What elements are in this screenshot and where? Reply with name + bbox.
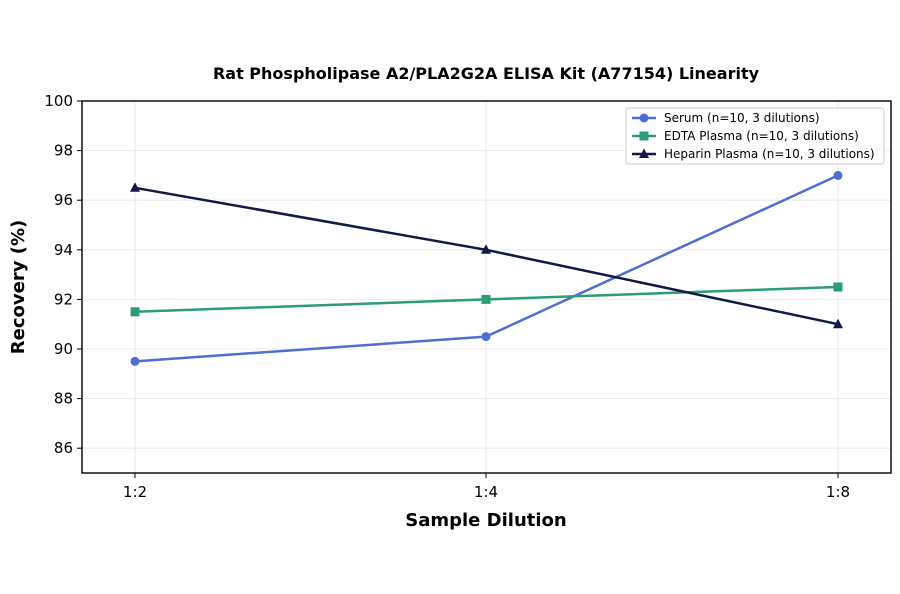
chart-title: Rat Phospholipase A2/PLA2G2A ELISA Kit (… <box>213 64 760 83</box>
legend-marker <box>639 148 649 158</box>
data-point-2 <box>130 307 140 317</box>
x-tick-label: 1:2 <box>123 483 147 501</box>
y-tick-label: 90 <box>54 340 73 358</box>
legend-entry-label: Heparin Plasma (n=10, 3 dilutions) <box>664 147 875 161</box>
data-point-2 <box>833 282 843 292</box>
data-point-1 <box>130 356 140 366</box>
series-layer <box>130 170 843 366</box>
x-tick-label: 1:4 <box>474 483 498 501</box>
legend-box <box>625 107 885 165</box>
y-tick-label: 86 <box>54 439 73 457</box>
x-tick-label: 1:8 <box>826 483 850 501</box>
legend-entry-label: EDTA Plasma (n=10, 3 dilutions) <box>664 129 859 143</box>
data-point-1 <box>481 332 491 342</box>
legend-marker <box>639 113 649 123</box>
x-axis-label: Sample Dilution <box>405 510 566 531</box>
data-point-3 <box>130 182 140 192</box>
y-axis-label: Recovery (%) <box>8 220 29 354</box>
y-tick-label: 100 <box>44 92 73 110</box>
x-axis: 1:2 1:4 1:8 <box>123 473 850 501</box>
y-tick-label: 92 <box>54 290 73 308</box>
legend-marker <box>639 131 649 141</box>
data-point-2 <box>481 294 491 304</box>
y-tick-label: 94 <box>54 241 73 259</box>
y-tick-label: 96 <box>54 191 73 209</box>
legend: Serum (n=10, 3 dilutions) EDTA Plasma (n=… <box>625 107 885 165</box>
y-tick-label: 98 <box>54 142 73 160</box>
data-point-3 <box>481 244 491 254</box>
data-point-3 <box>833 318 843 329</box>
y-tick-label: 88 <box>54 390 73 408</box>
y-axis: 86 88 90 92 94 96 98 100 <box>44 92 82 457</box>
data-point-1 <box>833 170 843 180</box>
legend-entry-label: Serum (n=10, 3 dilutions) <box>664 111 820 125</box>
